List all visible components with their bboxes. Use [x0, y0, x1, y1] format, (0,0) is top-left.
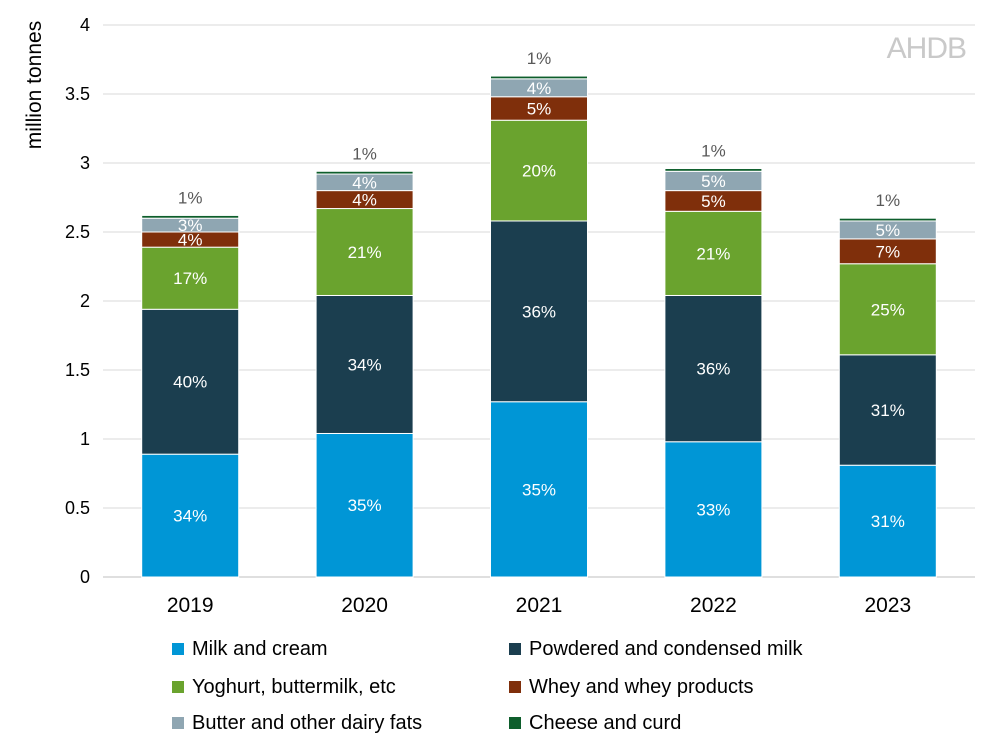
bar-2019-seg-1	[141, 308, 240, 455]
bar-2023-seg-0	[838, 464, 937, 578]
data-label: 40%	[173, 373, 207, 392]
data-label: 1%	[352, 144, 377, 163]
bar-2023-seg-5	[838, 217, 937, 222]
data-label: 3%	[178, 216, 203, 235]
x-tick-label: 2019	[167, 594, 214, 617]
y-tick-label: 3.5	[65, 84, 90, 104]
y-tick-label: 3	[80, 153, 90, 173]
legend-swatch	[509, 643, 521, 655]
bar-2021-seg-2	[490, 119, 588, 222]
legend-label: Milk and cream	[192, 638, 328, 660]
data-label: 5%	[701, 192, 726, 211]
y-tick-label: 0	[80, 567, 90, 587]
data-label: 5%	[527, 99, 552, 118]
legend-swatch	[172, 717, 184, 729]
bar-2022-seg-0	[664, 441, 763, 578]
bar-2022-seg-5	[664, 168, 763, 172]
data-label: 21%	[348, 243, 382, 262]
bar-2022-seg-2	[664, 210, 763, 296]
y-tick-label: 1.5	[65, 360, 90, 380]
legend: Milk and cream Powdered and condensed mil…	[172, 638, 804, 734]
bar-2023-seg-1	[838, 354, 937, 466]
bar-2020-seg-1	[315, 294, 414, 434]
ahdb-logo: AHDB	[887, 32, 966, 65]
data-label: 34%	[348, 355, 382, 374]
bar-2021-seg-5	[490, 75, 588, 80]
bars: 34%40%17%4%3%1%35%34%21%4%4%1%35%36%20%5…	[141, 49, 937, 578]
bar-2019-seg-5	[141, 214, 240, 219]
data-label: 1%	[876, 191, 901, 210]
legend-swatch	[509, 717, 521, 729]
y-tick-label: 4	[80, 15, 90, 35]
bar-2022-seg-1	[664, 294, 763, 443]
data-label: 33%	[696, 500, 730, 519]
y-tick-label: 2.5	[65, 222, 90, 242]
data-label: 34%	[173, 507, 207, 526]
y-tick-label: 0.5	[65, 498, 90, 518]
data-label: 31%	[871, 512, 905, 531]
x-tick-label: 2023	[864, 594, 911, 617]
legend-label: Cheese and curd	[529, 712, 681, 734]
data-label: 35%	[348, 496, 382, 515]
y-tick-label: 2	[80, 291, 90, 311]
legend-swatch	[172, 681, 184, 693]
data-label: 1%	[701, 142, 726, 161]
y-axis-label: million tonnes	[23, 21, 46, 149]
y-tick-label: 1	[80, 429, 90, 449]
data-label: 36%	[522, 302, 556, 321]
data-label: 4%	[352, 173, 377, 192]
data-label: 25%	[871, 300, 905, 319]
x-tick-label: 2021	[516, 594, 563, 617]
legend-label: Yoghurt, buttermilk, etc	[192, 676, 396, 698]
data-label: 20%	[522, 162, 556, 181]
legend-label: Powdered and condensed milk	[529, 638, 804, 660]
data-label: 4%	[178, 231, 203, 250]
data-label: 21%	[696, 244, 730, 263]
data-label: 7%	[876, 242, 901, 261]
data-label: 5%	[701, 172, 726, 191]
legend-label: Butter and other dairy fats	[192, 712, 422, 734]
data-label: 1%	[527, 49, 552, 68]
bar-2019-seg-2	[141, 246, 240, 310]
bar-2020-seg-2	[315, 208, 414, 296]
x-axis-ticks: 2019 2020 2021 2022 2023	[167, 594, 911, 617]
legend-label: Whey and whey products	[529, 676, 754, 698]
data-label: 17%	[173, 269, 207, 288]
x-tick-label: 2020	[341, 594, 388, 617]
bar-2019-seg-0	[141, 453, 240, 578]
y-axis-ticks: 0 0.5 1 1.5 2 2.5 3 3.5 4	[65, 15, 90, 587]
legend-swatch	[509, 681, 521, 693]
bar-2020-seg-0	[315, 432, 414, 578]
data-label: 5%	[876, 221, 901, 240]
bar-2020-seg-5	[315, 170, 414, 175]
data-label: 36%	[696, 360, 730, 379]
data-label: 1%	[178, 188, 203, 207]
data-label: 31%	[871, 401, 905, 420]
data-label: 4%	[352, 191, 377, 210]
bar-2023-seg-2	[838, 263, 937, 356]
bar-2021-seg-0	[490, 401, 588, 578]
data-label: 35%	[522, 480, 556, 499]
data-label: 4%	[527, 79, 552, 98]
x-tick-label: 2022	[690, 594, 737, 617]
legend-swatch	[172, 643, 184, 655]
